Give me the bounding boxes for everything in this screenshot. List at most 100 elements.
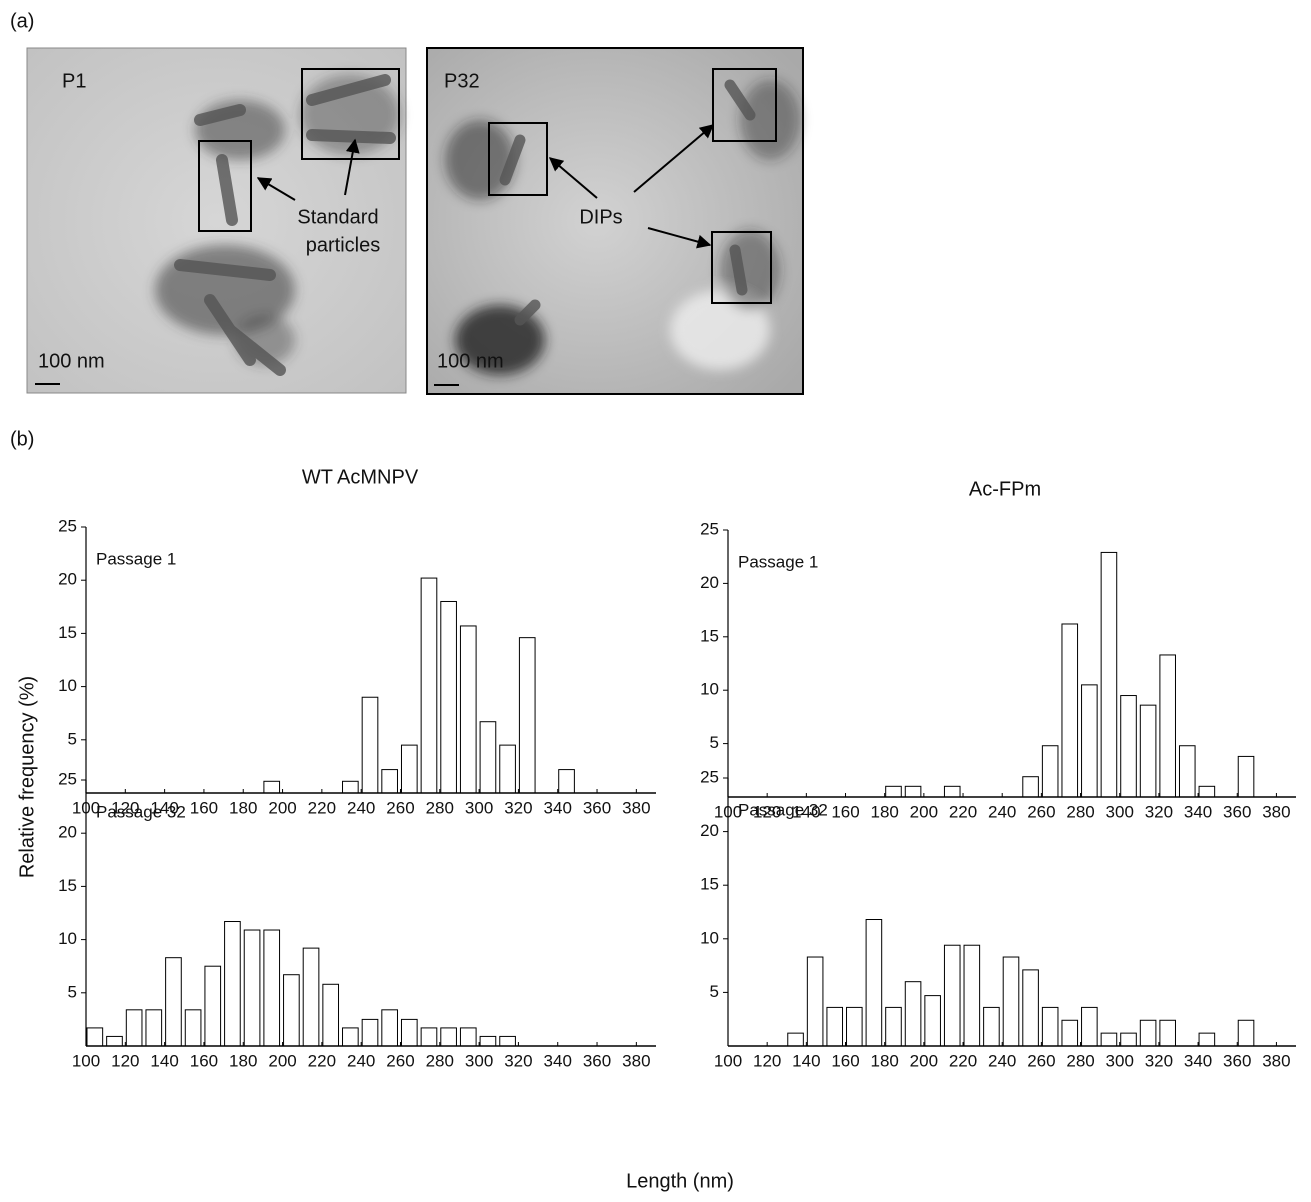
x-tick-label: 120 [111,1051,139,1070]
x-tick-label: 180 [871,1051,899,1070]
x-tick-label: 300 [465,1051,493,1070]
bar [420,577,438,794]
x-tick-label: 360 [583,798,611,817]
x-tick-label: 160 [831,802,859,821]
bar [1159,654,1176,798]
scale-label: 100 nm [437,350,504,372]
micrograph-annotation: Standard [297,206,378,228]
x-tick-label: 120 [753,802,781,821]
bar [420,1027,438,1047]
bar [1081,684,1098,798]
x-tick-label: 160 [190,798,218,817]
y-tick-label: 5 [710,733,719,752]
y-tick-label: 25 [700,767,719,786]
bar [806,956,824,1047]
x-tick-label: 380 [622,798,650,817]
x-tick-label: 240 [347,1051,375,1070]
x-tick-label: 220 [308,798,336,817]
x-tick-label: 320 [504,1051,532,1070]
x-tick-label: 380 [622,1051,650,1070]
x-tick-label: 160 [190,1051,218,1070]
y-tick-label: 15 [58,623,77,642]
y-tick-label: 5 [68,982,77,1001]
bar [1100,1032,1118,1047]
bar [924,995,941,1047]
bar [440,1027,457,1047]
x-tick-label: 140 [150,798,178,817]
y-tick-label: 20 [58,823,77,842]
y-tick-label: 15 [58,876,77,895]
x-tick-label: 140 [792,802,820,821]
x-tick-label: 320 [1145,802,1173,821]
x-tick-label: 320 [504,798,532,817]
bar [1041,1006,1059,1047]
y-tick-label: 10 [58,929,77,948]
bar [86,1027,104,1047]
x-tick-label: 260 [386,1051,414,1070]
x-tick-label: 220 [949,802,977,821]
bar [165,957,182,1047]
x-tick-label: 200 [910,1051,938,1070]
x-tick-label: 220 [308,1051,336,1070]
bar [499,1035,516,1047]
bar [204,965,222,1047]
scale-label: 100 nm [38,350,105,372]
bar [1002,956,1020,1047]
x-tick-label: 120 [753,1051,781,1070]
y-tick-label: 25 [58,769,77,788]
micrograph-annotation: DIPs [579,206,622,228]
bar [885,785,902,798]
y-tick-label: 25 [700,519,719,538]
bar [904,785,922,798]
bar [125,1009,143,1047]
x-tick-label: 240 [988,802,1016,821]
x-tick-label: 180 [871,802,899,821]
micrograph [426,47,804,395]
bar [1139,1019,1157,1047]
x-tick-label: 300 [1106,802,1134,821]
bar [1159,1019,1176,1047]
bar [1178,745,1196,798]
bar [1081,1006,1098,1047]
bar [1237,755,1255,798]
chart-annotation: Passage 1 [738,552,818,571]
bar [1022,776,1039,798]
x-tick-label: 180 [229,1051,257,1070]
chart-annotation: Passage 1 [96,549,176,568]
bar [518,637,536,794]
x-tick-label: 180 [229,798,257,817]
x-tick-label: 120 [111,798,139,817]
bar [283,974,300,1047]
x-tick-label: 220 [949,1051,977,1070]
x-tick-label: 340 [1184,1051,1212,1070]
bar [1100,551,1118,798]
x-tick-label: 160 [831,1051,859,1070]
bar [400,1018,418,1047]
y-tick-label: 20 [700,573,719,592]
x-tick-label: 340 [544,1051,572,1070]
y-tick-label: 20 [700,821,719,840]
y-axis-label: Relative frequency (%) [16,676,38,878]
y-tick-label: 10 [700,928,719,947]
x-tick-label: 240 [347,798,375,817]
chart-title: Ac-FPm [969,478,1041,500]
bar [943,944,961,1047]
x-tick-label: 280 [1066,802,1094,821]
x-tick-label: 240 [988,1051,1016,1070]
y-tick-label: 15 [700,875,719,894]
panel-label: (b) [10,428,34,450]
bar [846,1006,863,1047]
x-tick-label: 340 [1184,802,1212,821]
x-tick-label: 360 [1223,1051,1251,1070]
chart-title: WT AcMNPV [302,466,419,488]
y-tick-label: 25 [58,516,77,535]
bar [1139,704,1157,798]
x-tick-label: 200 [268,1051,296,1070]
bar [1237,1019,1255,1047]
bar [263,929,281,1047]
bar [479,1035,497,1047]
micrograph-label: P32 [444,70,480,92]
bar [243,929,261,1047]
bar [459,625,477,794]
y-tick-label: 5 [710,982,719,1001]
